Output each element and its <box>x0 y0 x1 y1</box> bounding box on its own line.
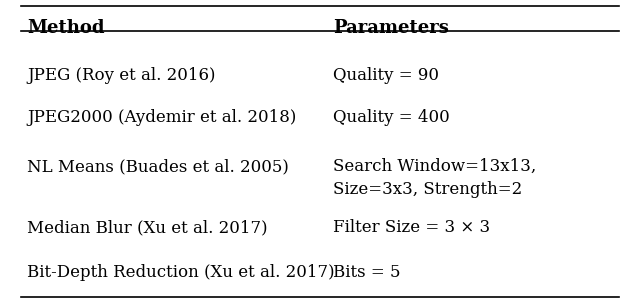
Text: Quality = 90: Quality = 90 <box>333 67 439 84</box>
Text: Median Blur (Xu et al. 2017): Median Blur (Xu et al. 2017) <box>27 219 268 236</box>
Text: JPEG (Roy et al. 2016): JPEG (Roy et al. 2016) <box>27 67 216 84</box>
Text: Quality = 400: Quality = 400 <box>333 109 449 126</box>
Text: Bits = 5: Bits = 5 <box>333 264 400 281</box>
Text: Filter Size = 3 × 3: Filter Size = 3 × 3 <box>333 219 490 236</box>
Text: NL Means (Buades et al. 2005): NL Means (Buades et al. 2005) <box>27 158 289 175</box>
Text: Parameters: Parameters <box>333 19 449 37</box>
Text: Search Window=13x13,
Size=3x3, Strength=2: Search Window=13x13, Size=3x3, Strength=… <box>333 158 536 198</box>
Text: Bit-Depth Reduction (Xu et al. 2017): Bit-Depth Reduction (Xu et al. 2017) <box>27 264 335 281</box>
Text: Method: Method <box>27 19 104 37</box>
Text: JPEG2000 (Aydemir et al. 2018): JPEG2000 (Aydemir et al. 2018) <box>27 109 296 126</box>
